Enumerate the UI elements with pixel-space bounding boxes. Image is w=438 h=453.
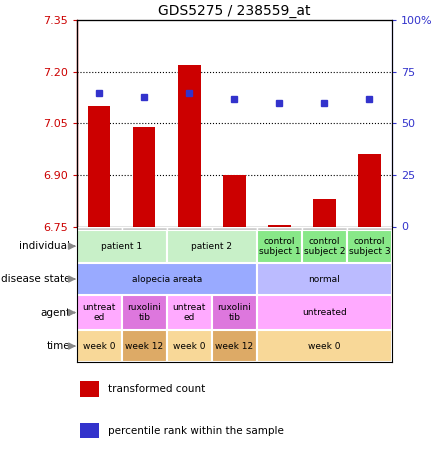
Bar	[347, 226, 392, 319]
Bar	[167, 226, 212, 319]
Bar	[122, 330, 167, 362]
Bar	[122, 295, 167, 330]
Bar	[223, 175, 246, 226]
Text: week 12: week 12	[215, 342, 254, 351]
Bar	[88, 106, 110, 226]
Text: time: time	[46, 341, 70, 351]
Text: disease state: disease state	[0, 274, 70, 284]
Text: ruxolini
tib: ruxolini tib	[127, 303, 161, 322]
Bar	[212, 226, 257, 319]
Bar	[212, 330, 257, 362]
Bar	[257, 226, 302, 319]
Text: percentile rank within the sample: percentile rank within the sample	[108, 426, 284, 436]
Text: untreat
ed: untreat ed	[173, 303, 206, 322]
Text: control
subject 2: control subject 2	[304, 236, 345, 256]
Text: week 0: week 0	[308, 342, 341, 351]
Bar	[122, 226, 167, 319]
Text: normal: normal	[308, 275, 340, 284]
Text: GSM1414312: GSM1414312	[95, 243, 104, 303]
Text: transformed count: transformed count	[108, 384, 205, 394]
Text: patient 2: patient 2	[191, 242, 232, 251]
Bar	[178, 65, 201, 226]
Bar	[77, 330, 122, 362]
Text: week 0: week 0	[83, 342, 116, 351]
Text: alopecia areata: alopecia areata	[132, 275, 202, 284]
Bar	[347, 230, 392, 263]
Text: untreated: untreated	[302, 308, 347, 317]
Text: week 0: week 0	[173, 342, 205, 351]
Text: individual: individual	[19, 241, 70, 251]
Bar	[77, 230, 167, 263]
Bar	[268, 225, 291, 226]
Bar	[257, 330, 392, 362]
Bar	[77, 263, 257, 295]
Text: GSM1414314: GSM1414314	[185, 243, 194, 303]
Bar	[257, 263, 392, 295]
Bar	[302, 226, 347, 319]
Bar	[77, 295, 122, 330]
Bar	[212, 295, 257, 330]
Bar	[80, 423, 99, 439]
Bar	[257, 230, 302, 263]
Bar	[80, 381, 99, 396]
Text: patient 1: patient 1	[101, 242, 142, 251]
Bar	[167, 230, 257, 263]
Bar	[167, 295, 212, 330]
Title: GDS5275 / 238559_at: GDS5275 / 238559_at	[158, 4, 311, 18]
Text: GSM1414313: GSM1414313	[140, 243, 149, 303]
Bar	[77, 226, 122, 319]
Text: agent: agent	[40, 308, 70, 318]
Text: control
subject 1: control subject 1	[258, 236, 300, 256]
Text: GSM1414315: GSM1414315	[230, 243, 239, 303]
Bar	[167, 330, 212, 362]
Text: week 12: week 12	[125, 342, 163, 351]
Text: control
subject 3: control subject 3	[349, 236, 390, 256]
Text: ruxolini
tib: ruxolini tib	[217, 303, 251, 322]
Bar	[313, 199, 336, 226]
Text: GSM1414318: GSM1414318	[365, 243, 374, 303]
Bar	[133, 127, 155, 226]
Text: untreat
ed: untreat ed	[82, 303, 116, 322]
Text: GSM1414317: GSM1414317	[320, 243, 329, 303]
Text: GSM1414316: GSM1414316	[275, 243, 284, 303]
Bar	[257, 295, 392, 330]
Bar	[302, 230, 347, 263]
Bar	[358, 154, 381, 226]
